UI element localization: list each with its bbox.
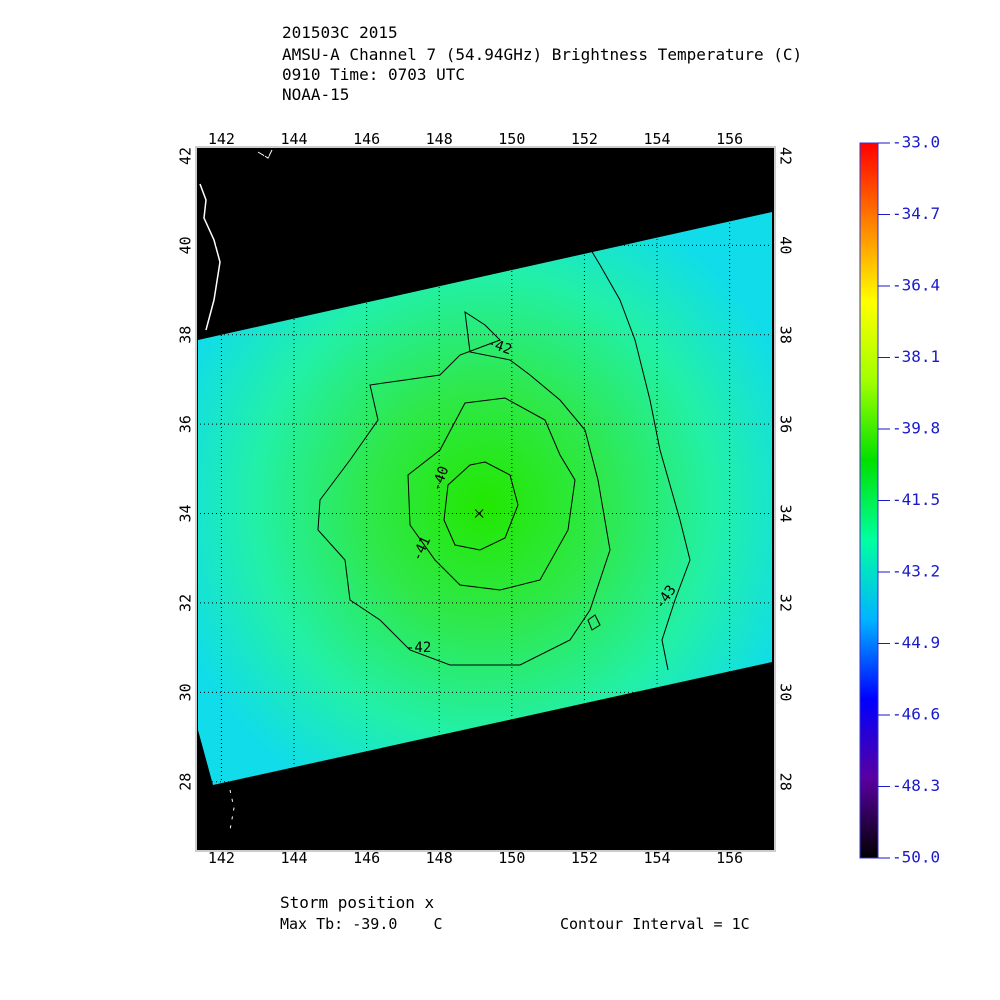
y-tick-label: 34 [177, 504, 195, 522]
x-tick-label: 150 [498, 849, 525, 867]
x-tick-label: 144 [280, 130, 307, 148]
colorbar-tick-label: -48.3 [892, 776, 940, 795]
x-tick-label: 150 [498, 130, 525, 148]
map-field [196, 147, 775, 851]
colorbar-tick-label: -34.7 [892, 204, 940, 223]
colorbar-tick-label: -38.1 [892, 347, 940, 366]
colorbar-tick-label: -44.9 [892, 633, 940, 652]
header-line: NOAA-15 [282, 85, 349, 104]
y-tick-label: 40 [177, 236, 195, 254]
header-line: 0910 Time: 0703 UTC [282, 65, 465, 84]
grid [196, 147, 775, 851]
y-tick-label: 28 [777, 773, 795, 791]
colorbar-tick-label: -33.0 [892, 133, 940, 152]
max-tb: Max Tb: -39.0 C [280, 915, 443, 933]
coastline [257, 149, 273, 159]
map-frame [195, 146, 776, 852]
y-tick-label: 42 [177, 147, 195, 165]
y-tick-label: 42 [777, 147, 795, 165]
y-tick-label: 40 [777, 236, 795, 254]
storm-label: Storm position x [280, 893, 434, 912]
colorbar-tick-label: -46.6 [892, 705, 940, 724]
x-tick-label: 146 [353, 130, 380, 148]
contour-interval: Contour Interval = 1C [560, 915, 750, 933]
swath [198, 212, 772, 785]
x-tick-label: 156 [716, 849, 743, 867]
contour-label: -42 [406, 640, 431, 656]
y-tick-label: 38 [777, 326, 795, 344]
header-line: AMSU-A Channel 7 (54.94GHz) Brightness T… [282, 45, 802, 64]
colorbar-tick-label: -41.5 [892, 490, 940, 509]
colorbar [859, 142, 879, 859]
storm-marker [474, 509, 484, 518]
y-tick-label: 30 [777, 683, 795, 701]
x-tick-label: 148 [426, 849, 453, 867]
x-tick-label: 148 [426, 130, 453, 148]
x-tick-label: 146 [353, 849, 380, 867]
colorbar-tick-label: -43.2 [892, 562, 940, 581]
y-tick-label: 38 [177, 326, 195, 344]
x-tick-label: 142 [208, 849, 235, 867]
y-tick-label: 32 [177, 594, 195, 612]
colorbar-tick-label: -39.8 [892, 419, 940, 438]
coastline [229, 789, 235, 831]
y-tick-label: 36 [777, 415, 795, 433]
y-tick-label: 32 [777, 594, 795, 612]
coastline [199, 183, 221, 331]
x-tick-label: 152 [571, 849, 598, 867]
x-tick-label: 154 [643, 130, 670, 148]
x-tick-label: 154 [643, 849, 670, 867]
contours [317, 239, 691, 671]
header-line: 201503C 2015 [282, 23, 398, 42]
footer: Storm position x Max Tb: -39.0 C Contour… [280, 893, 750, 933]
x-tick-label: 152 [571, 130, 598, 148]
x-tick-label: 156 [716, 130, 743, 148]
colorbar-tick-label: -50.0 [892, 848, 940, 867]
colorbar-tick-label: -36.4 [892, 276, 940, 295]
y-tick-label: 30 [177, 683, 195, 701]
x-tick-label: 142 [208, 130, 235, 148]
header: 201503C 2015 AMSU-A Channel 7 (54.94GHz)… [282, 23, 802, 104]
y-tick-label: 36 [177, 415, 195, 433]
x-tick-label: 144 [280, 849, 307, 867]
y-tick-label: 28 [177, 773, 195, 791]
y-tick-label: 34 [777, 504, 795, 522]
